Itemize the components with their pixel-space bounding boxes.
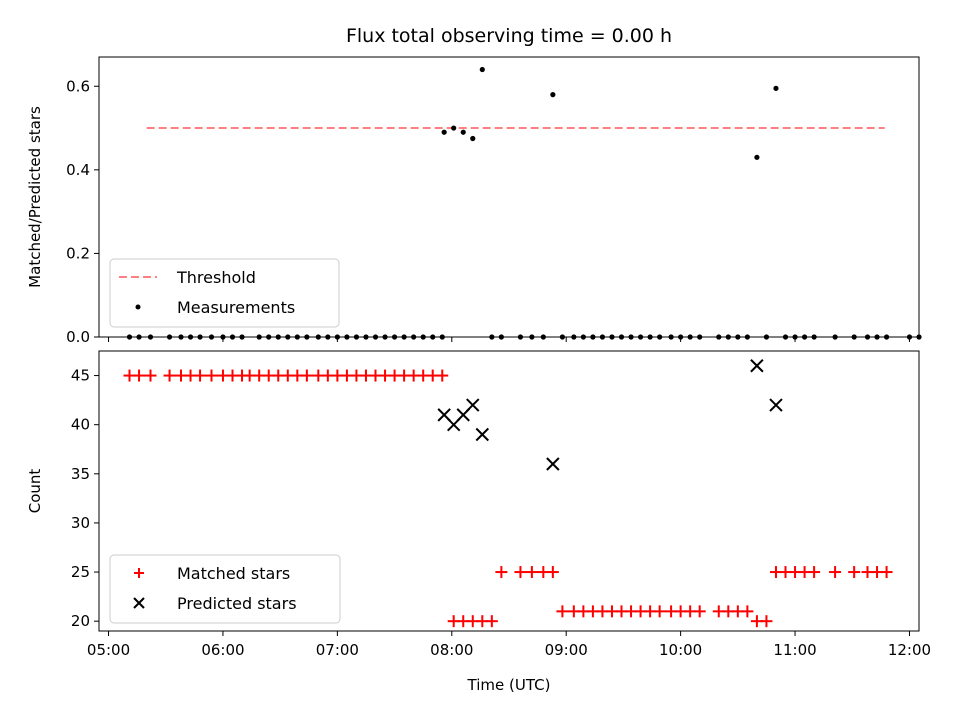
matched-star-point — [525, 566, 538, 579]
matched-star-point — [436, 369, 449, 382]
matched-star-point — [693, 605, 706, 618]
matched-star-point — [300, 369, 313, 382]
top-legend-box — [109, 258, 340, 328]
top-y-tick-label: 0.4 — [66, 161, 90, 179]
predicted-star-point — [546, 457, 560, 471]
bottom-legend: Matched stars Predicted stars — [109, 554, 341, 624]
measurement-point — [479, 66, 485, 73]
bottom-axes-frame — [98, 350, 920, 632]
chart-title: Flux total observing time = 0.00 h — [346, 25, 672, 47]
matched-star-point — [808, 566, 821, 579]
matched-star-point — [205, 369, 218, 382]
matched-star-point — [485, 615, 498, 628]
x-tick-label: 07:00 — [316, 641, 359, 659]
predicted-star-point — [769, 398, 783, 412]
bottom-y-tick-label: 20 — [71, 612, 90, 630]
x-tick-label: 12:00 — [888, 641, 931, 659]
matched-star-point — [760, 615, 773, 628]
matched-star-point — [880, 566, 893, 579]
bottom-y-tick-label: 45 — [71, 367, 90, 385]
x-tick-label: 05:00 — [87, 641, 130, 659]
top-y-axis-label: Matched/Predicted stars — [26, 106, 44, 288]
x-tick-label: 06:00 — [201, 641, 244, 659]
bottom-y-tick-label: 40 — [71, 416, 90, 434]
legend-measurements-label: Measurements — [177, 298, 295, 317]
bottom-panel: 20 25 30 35 40 45 05:00 06:00 07:00 08:00 09:00 10… — [26, 350, 931, 694]
measurement-point — [451, 125, 457, 131]
matched-star-point — [194, 369, 207, 382]
legend-measurements-swatch — [135, 304, 141, 310]
matched-star-point — [741, 605, 754, 618]
matched-star-point — [163, 369, 176, 382]
legend-predicted-swatch — [133, 597, 145, 609]
predicted-star-point — [475, 427, 490, 442]
x-tick-label: 09:00 — [545, 641, 588, 659]
matched-star-point — [133, 369, 146, 382]
measurement-point — [754, 154, 760, 160]
measurement-point — [470, 135, 476, 142]
bottom-y-tick-label: 35 — [71, 465, 90, 483]
legend-predicted-label: Predicted stars — [177, 594, 297, 613]
bottom-y-tick-label: 25 — [71, 563, 90, 581]
matched-star-point — [556, 605, 569, 618]
matched-star-point — [546, 566, 559, 579]
bottom-legend-box — [109, 554, 341, 624]
x-tick-label: 11:00 — [773, 641, 816, 659]
measurement-point — [550, 92, 556, 98]
predicted-star-point — [466, 398, 480, 412]
matched-star-point — [653, 605, 666, 618]
matched-star-point — [829, 566, 842, 579]
top-axes-frame — [98, 56, 920, 338]
x-tick-label: 08:00 — [430, 641, 473, 659]
top-y-tick-label: 0.2 — [66, 244, 90, 262]
matched-star-point — [144, 369, 157, 382]
bottom-y-axis-label: Count — [26, 469, 44, 514]
bottom-y-tick-label: 30 — [71, 514, 90, 532]
top-panel: 0.0 0.2 0.4 0.6 Matched/Predicted stars Thr… — [26, 56, 922, 346]
x-axis-label: Time (UTC) — [467, 676, 551, 694]
top-y-tick-label: 0.6 — [66, 77, 90, 95]
measurement-point — [773, 85, 779, 91]
top-legend: Threshold Measurements — [109, 258, 340, 328]
matched-star-point — [514, 566, 527, 579]
matched-star-point — [495, 566, 508, 579]
top-y-tick-label: 0.0 — [66, 328, 90, 346]
x-tick-label: 10:00 — [659, 641, 702, 659]
legend-matched-swatch — [134, 568, 144, 578]
matched-star-point — [848, 566, 861, 579]
measurement-point — [460, 129, 466, 135]
predicted-star-point — [750, 359, 764, 373]
legend-matched-label: Matched stars — [177, 564, 290, 583]
measurement-point — [441, 129, 447, 135]
legend-threshold-label: Threshold — [176, 268, 256, 287]
